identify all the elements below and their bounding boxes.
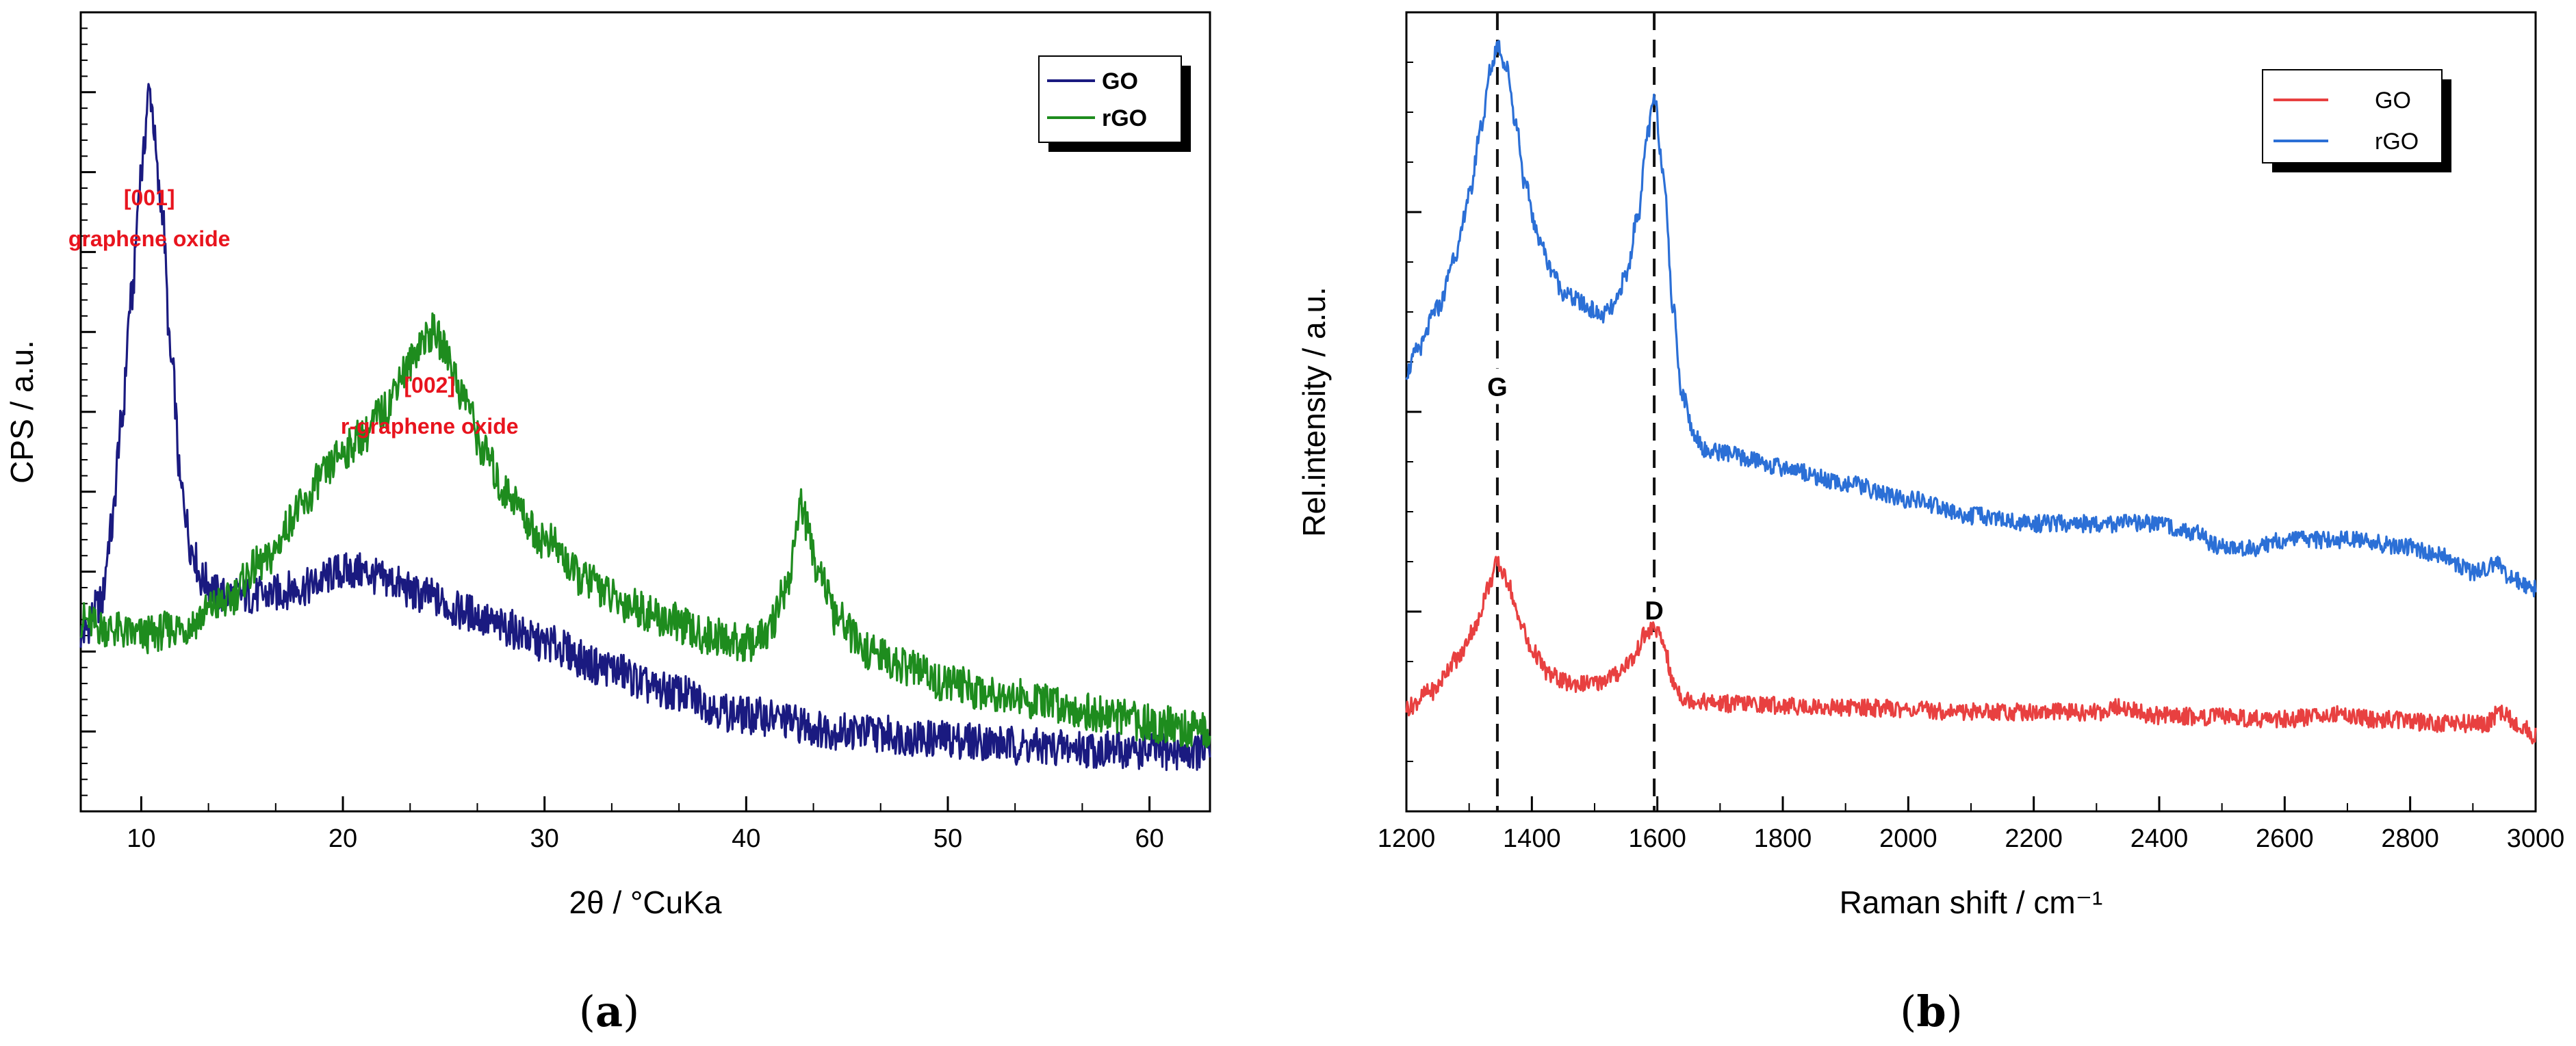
- panel-b-reference-lines: GD: [1479, 12, 1673, 811]
- legend-label-go: GO: [1102, 68, 1138, 94]
- panel-a-y-axis-title: CPS / a.u.: [4, 340, 40, 484]
- panel-a-series: [79, 83, 1211, 772]
- x-tick-label: 60: [1135, 824, 1163, 853]
- reference-label-bg: [1479, 368, 1515, 404]
- panel-a-letter: a: [595, 986, 623, 1036]
- panel-a-x-axis-title: 2θ / °CuKa: [569, 885, 722, 920]
- x-tick-label: 2600: [2256, 824, 2314, 853]
- panel-b-legend: GO rGO: [2262, 69, 2451, 172]
- panel-b-y-axis-title: Rel.intensity / a.u.: [1296, 287, 1332, 537]
- x-tick-label: 1600: [1628, 824, 1686, 853]
- x-tick-label: 40: [732, 824, 760, 853]
- panel-b-label: (b): [1900, 986, 1963, 1036]
- peak-annotation-line: graphene oxide: [68, 226, 231, 251]
- panel-a-ticks: 10 20 30 40 50 60: [81, 11, 1164, 853]
- panel-b-x-axis-title: Raman shift / cm⁻¹: [1840, 885, 2103, 920]
- series-line-rgo: [1405, 40, 2537, 598]
- x-tick-label: 10: [127, 824, 155, 853]
- reference-label-bg: [1636, 592, 1673, 628]
- legend-label-rgo: rGO: [2375, 129, 2419, 155]
- reference-label-d: D: [1645, 597, 1663, 626]
- x-tick-label: 1400: [1503, 824, 1561, 853]
- x-tick-label: 50: [933, 824, 962, 853]
- x-tick-label: 1200: [1378, 824, 1436, 853]
- x-tick-label: 3000: [2507, 824, 2565, 853]
- panel-b-ticks: 1200 1400 1600 1800 2000 2200 2400 2600 2800 3000: [1378, 11, 2565, 853]
- x-tick-label: 30: [530, 824, 559, 853]
- panel-a-legend: GO rGO: [1038, 55, 1191, 152]
- panel-a-label: (a): [579, 986, 640, 1036]
- panel-a-annotations: [001] graphene oxide [002] r-graphene oxide: [68, 185, 519, 439]
- x-tick-label: 2400: [2130, 824, 2189, 853]
- x-tick-label: 1800: [1754, 824, 1812, 853]
- reference-label-g: G: [1487, 374, 1508, 402]
- panel-b-letter: b: [1916, 986, 1946, 1036]
- panel-a-xrd-chart: 10 20 30 40 50 60 [001] graphene oxide [002] r-g…: [4, 11, 1211, 1036]
- series-line-go: [1405, 555, 2537, 745]
- legend-label-rgo: rGO: [1102, 105, 1147, 131]
- legend-box: [2262, 69, 2443, 164]
- series-line-go: [79, 83, 1211, 772]
- peak-annotation-line: r-graphene oxide: [341, 414, 519, 439]
- x-tick-label: 20: [329, 824, 357, 853]
- peak-annotation-line: [002]: [404, 373, 455, 397]
- x-tick-label: 2800: [2381, 824, 2439, 853]
- x-tick-label: 2200: [2005, 824, 2063, 853]
- peak-annotation-line: [001]: [124, 185, 175, 210]
- legend-label-go: GO: [2375, 88, 2411, 114]
- panel-b-series: [1405, 40, 2537, 745]
- series-line-rgo: [79, 312, 1211, 748]
- panel-b-raman-chart: 1200 1400 1600 1800 2000 2200 2400 2600 2800 3000…: [1296, 11, 2565, 1036]
- legend-box: [1038, 55, 1182, 143]
- x-tick-label: 2000: [1879, 824, 1937, 853]
